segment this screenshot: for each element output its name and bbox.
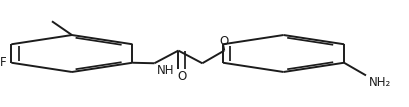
Text: NH: NH [156, 64, 173, 77]
Text: O: O [177, 70, 186, 83]
Text: F: F [0, 56, 7, 69]
Text: NH₂: NH₂ [368, 77, 391, 89]
Text: O: O [219, 36, 228, 48]
